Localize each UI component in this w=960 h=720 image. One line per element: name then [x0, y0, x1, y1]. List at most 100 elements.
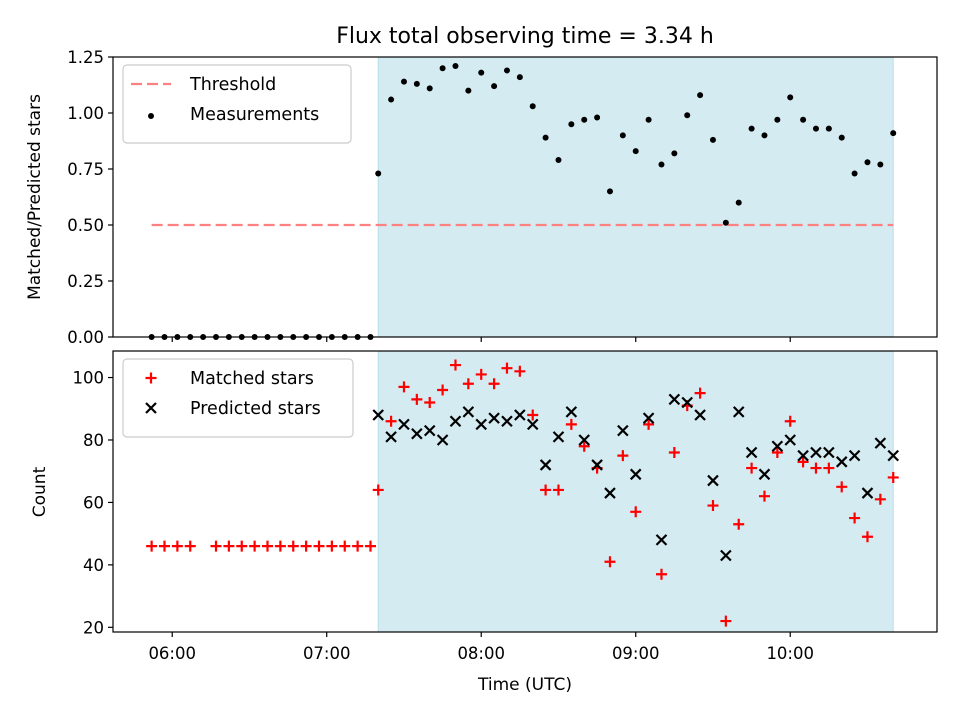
matched-stars-point [874, 493, 886, 505]
predicted-stars-point [565, 406, 578, 418]
y-tick-label: 20 [83, 618, 104, 637]
series-measurements [148, 62, 897, 340]
measurement-point [581, 116, 588, 123]
matched-stars-point [411, 393, 423, 405]
matched-stars-point [274, 540, 286, 552]
legend-label: Measurements [190, 105, 319, 125]
predicted-stars-point [861, 487, 874, 499]
measurement-point [478, 69, 485, 76]
matched-stars-point [746, 462, 758, 474]
measurement-point [594, 114, 601, 121]
predicted-stars-point [436, 434, 449, 446]
measurement-point [812, 125, 819, 132]
legend-label: Predicted stars [190, 399, 321, 419]
observing-span [377, 350, 894, 633]
legend-predicted-swatch [145, 402, 157, 414]
matched-stars-point [146, 540, 158, 552]
measurement-point [697, 92, 704, 99]
measurement-point [825, 125, 832, 132]
matched-stars-point [352, 540, 364, 552]
measurement-point [800, 116, 807, 123]
top-x-ticks [171, 337, 791, 342]
predicted-stars-point [514, 409, 526, 421]
measurement-point [491, 83, 498, 90]
predicted-stars-point [488, 412, 500, 424]
matched-stars-point [488, 378, 500, 390]
matched-stars-point [810, 462, 822, 474]
measurement-point [503, 67, 510, 74]
measurement-point [735, 199, 742, 206]
y-tick-label: 1.25 [67, 48, 104, 67]
matched-stars-point [501, 362, 513, 374]
predicted-stars-point [784, 434, 797, 446]
matched-stars-point [462, 378, 474, 390]
legend-label: Matched stars [190, 369, 314, 389]
predicted-stars-point [552, 431, 565, 443]
matched-stars-point [398, 381, 410, 393]
y-tick-label: 40 [83, 556, 104, 575]
y-tick-label: 60 [83, 493, 104, 512]
matched-stars-point [365, 540, 376, 552]
matched-stars-point [184, 540, 196, 552]
measurement-point [684, 112, 691, 119]
observing-span [377, 56, 894, 338]
predicted-stars-point [398, 418, 410, 431]
predicted-stars-point [475, 418, 488, 431]
measurement-point [671, 150, 678, 157]
y-tick-label: 1.00 [67, 104, 104, 123]
bottom-y-axis-label: Count [30, 466, 50, 517]
measurement-point [388, 96, 395, 103]
matched-stars-point [887, 471, 899, 483]
y-tick-label: 0.75 [67, 160, 104, 179]
predicted-stars-point [372, 409, 385, 421]
matched-stars-point [771, 446, 783, 458]
bottom-legend: Matched stars Predicted stars [122, 358, 354, 438]
matched-stars-point [437, 384, 449, 396]
matched-stars-point [475, 368, 487, 380]
measurement-point [838, 134, 845, 141]
measurement-point [722, 219, 729, 226]
measurement-point [439, 65, 446, 72]
matched-stars-point [784, 415, 796, 427]
y-tick-label: 100 [73, 369, 105, 388]
legend-measurements-swatch [148, 113, 154, 119]
predicted-stars-point [526, 418, 539, 431]
matched-stars-point [249, 540, 261, 552]
matched-stars-point [643, 418, 655, 430]
bottom-y-ticks: 20 40 60 80 100 [73, 369, 113, 637]
predicted-stars-point [578, 434, 591, 446]
predicted-stars-point [591, 459, 603, 471]
matched-stars-point [707, 500, 719, 512]
bottom-panel: 20 40 60 80 100 06:00 07:00 08:00 09:00 10:00 Co… [30, 350, 938, 695]
predicted-stars-point [501, 415, 513, 428]
predicted-stars-point [771, 440, 784, 453]
y-tick-label: 0.25 [67, 272, 104, 291]
predicted-stars-point [385, 431, 397, 443]
predicted-stars-point [617, 424, 629, 437]
measurement-point [555, 157, 562, 164]
x-tick-label: 06:00 [148, 644, 196, 663]
top-y-axis-label: Matched/Predicted stars [25, 94, 45, 300]
matched-stars-point [861, 531, 873, 543]
y-tick-label: 80 [83, 431, 104, 450]
measurement-point [375, 170, 382, 177]
matched-stars-point [313, 540, 325, 552]
matched-stars-point [424, 397, 436, 409]
matched-stars-point [694, 387, 706, 399]
legend-box [122, 358, 354, 438]
matched-stars-point [604, 556, 616, 568]
measurement-point [890, 130, 897, 137]
matched-stars-point [262, 540, 273, 552]
predicted-stars-point [732, 406, 745, 418]
matched-stars-point [223, 540, 235, 552]
x-tick-label: 08:00 [457, 644, 505, 663]
matched-stars-point [617, 450, 629, 462]
measurement-point [529, 103, 536, 110]
predicted-stars-point [835, 456, 848, 468]
matched-stars-point [823, 462, 835, 474]
x-tick-label: 10:00 [766, 644, 814, 663]
matched-stars-point [797, 456, 809, 468]
measurement-point [516, 74, 523, 81]
predicted-stars-point [810, 446, 822, 459]
